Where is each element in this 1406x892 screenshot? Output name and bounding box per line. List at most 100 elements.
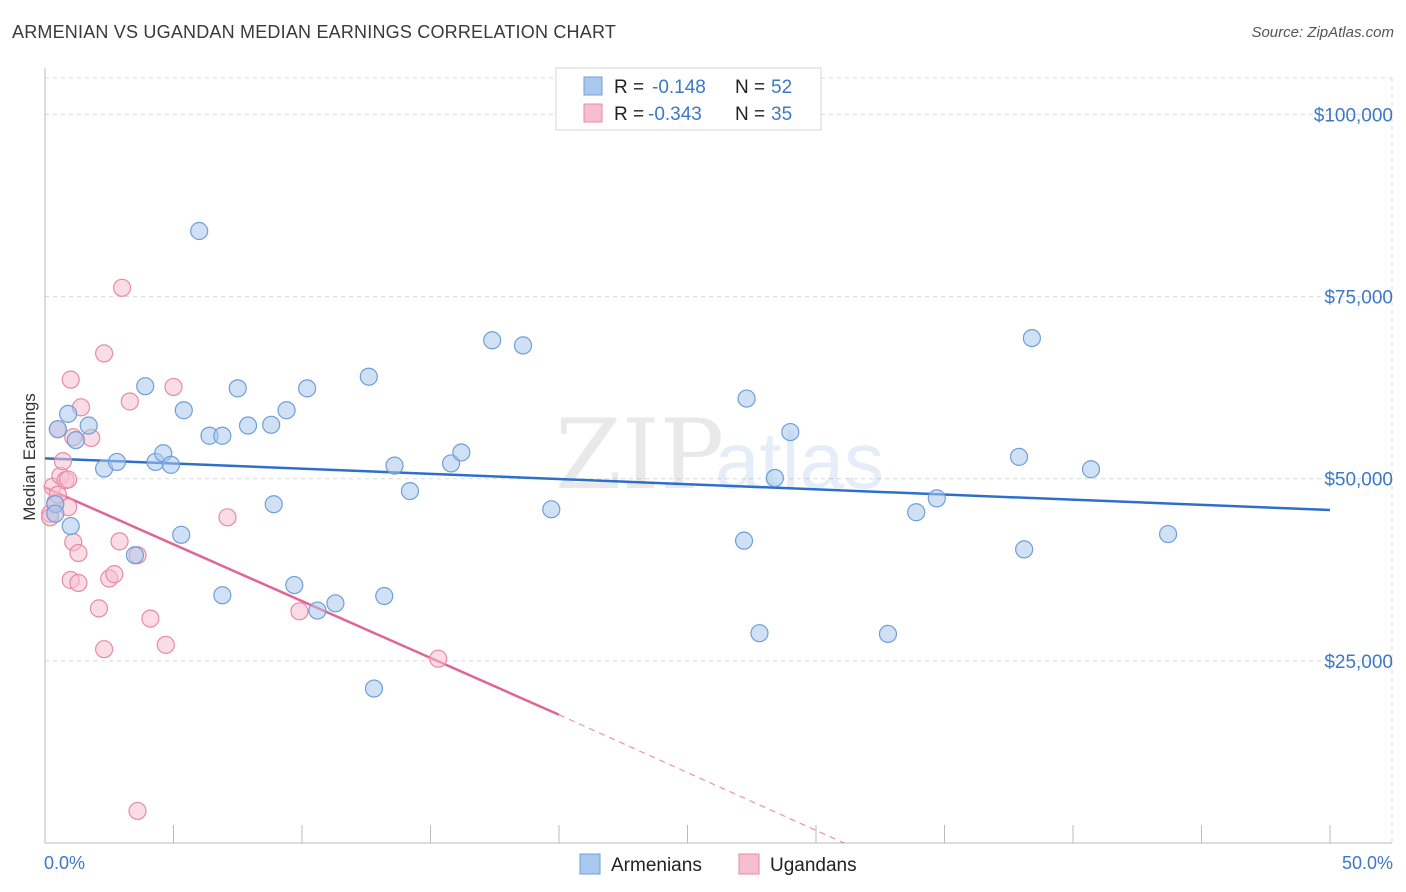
armenian-point-31	[375, 586, 394, 606]
ugandan-point-31	[164, 377, 183, 397]
ugandan-point-29	[141, 609, 160, 628]
armenian-point-26	[298, 379, 317, 398]
legend-armenian-r-label: R =	[614, 77, 644, 98]
bottom-legend: Armenians Ugandans	[579, 853, 857, 876]
armenian-point-35	[452, 443, 471, 462]
armenian-point-3	[59, 404, 78, 423]
ugandan-point-15	[69, 543, 88, 563]
armenian-point-51	[1158, 524, 1178, 544]
ugandan-point-30	[156, 635, 175, 654]
watermark: ZIP atlas	[555, 399, 884, 511]
armenian-point-33	[400, 482, 420, 501]
armenian-point-2	[48, 420, 67, 439]
armenian-point-32	[385, 456, 404, 475]
armenian-point-49	[1022, 329, 1041, 348]
armenian-point-14	[172, 525, 191, 544]
ugandan-point-10	[59, 470, 78, 489]
ugandan-point-26	[120, 392, 139, 411]
armenian-point-47	[1009, 447, 1029, 466]
armenian-point-37	[513, 336, 533, 355]
armenian-point-27	[308, 601, 327, 620]
armenian-point-4	[61, 516, 80, 536]
armenian-point-20	[228, 379, 247, 398]
source-label: Source: ZipAtlas.com	[1251, 24, 1394, 41]
ugandan-point-12	[61, 370, 80, 389]
legend-box: R = -0.148 N = 52 R = -0.343 N = 35	[555, 67, 822, 131]
armenian-point-25	[285, 575, 304, 595]
armenian-point-40	[737, 389, 756, 408]
legend-armenian-n-label: N =	[735, 77, 765, 98]
ugandan-point-16	[69, 573, 88, 593]
bottom-legend-armenian-swatch	[579, 853, 601, 875]
armenian-point-23	[264, 495, 283, 514]
armenian-point-18	[213, 426, 232, 445]
armenian-point-5	[66, 431, 85, 450]
ugandan-point-25	[112, 278, 132, 297]
bottom-legend-ugandan-label: Ugandans	[770, 855, 857, 876]
bottom-legend-ugandan-swatch	[738, 853, 760, 875]
x-tick-label-min: 0.0%	[44, 853, 85, 873]
ugandan-point-21	[95, 344, 114, 363]
armenian-point-42	[765, 468, 784, 488]
armenian-point-36	[483, 331, 502, 350]
legend-ugandan-n-value: 35	[771, 104, 792, 125]
y-tick-label-2: $75,000	[1324, 288, 1393, 309]
armenian-point-15	[174, 401, 193, 420]
axes	[44, 68, 1392, 844]
ugandan-points	[41, 278, 448, 821]
armenian-point-38	[542, 500, 561, 519]
armenian-point-21	[238, 416, 258, 435]
armenian-point-29	[359, 367, 378, 386]
legend-armenian-swatch	[583, 76, 603, 96]
y-axis-label: Median Earnings	[20, 393, 39, 521]
ugandan-point-28	[128, 801, 147, 821]
armenian-point-46	[927, 489, 946, 508]
chart-title: ARMENIAN VS UGANDAN MEDIAN EARNINGS CORR…	[12, 22, 617, 42]
ugandan-point-24	[110, 532, 129, 551]
armenian-point-43	[781, 422, 800, 442]
armenian-point-1	[46, 504, 65, 523]
legend-armenian-n-value: 52	[771, 77, 792, 98]
armenian-point-13	[161, 455, 181, 474]
armenian-point-30	[364, 679, 384, 698]
armenian-point-28	[326, 594, 345, 613]
armenian-trend-line	[44, 457, 1331, 512]
armenian-points	[46, 221, 1178, 698]
ugandan-point-19	[89, 599, 109, 618]
ugandan-trend-line	[44, 486, 560, 716]
armenian-point-39	[734, 531, 754, 550]
armenian-point-22	[262, 415, 281, 434]
legend-armenian-r-value: -0.148	[652, 77, 706, 98]
armenian-point-24	[277, 401, 296, 420]
bottom-legend-armenian-label: Armenians	[611, 855, 702, 876]
armenian-point-6	[79, 416, 98, 435]
ugandan-trend-extension	[558, 714, 845, 844]
ugandan-point-20	[95, 640, 114, 659]
armenian-point-45	[907, 503, 926, 522]
trend-lines	[44, 457, 1331, 844]
armenian-point-8	[107, 452, 127, 472]
armenian-point-44	[878, 624, 898, 644]
armenian-point-16	[190, 221, 209, 241]
armenian-point-50	[1081, 460, 1101, 479]
ugandan-point-7	[53, 452, 73, 471]
legend-ugandan-r-label: R =	[614, 104, 644, 125]
armenian-point-9	[125, 546, 145, 565]
y-tick-label-1: $50,000	[1324, 470, 1393, 491]
ugandan-point-34	[429, 649, 448, 668]
y-tick-label-3: $100,000	[1314, 105, 1393, 126]
ugandan-point-33	[290, 602, 309, 621]
legend-ugandan-swatch	[583, 103, 603, 123]
armenian-point-19	[213, 586, 232, 605]
armenian-point-48	[1015, 540, 1034, 559]
ugandan-point-23	[105, 565, 124, 584]
legend-ugandan-r-value: -0.343	[648, 104, 702, 125]
y-tick-labels: $25,000 $50,000 $75,000 $100,000	[1314, 105, 1393, 672]
legend-ugandan-n-label: N =	[735, 104, 765, 125]
ugandan-point-32	[218, 508, 237, 527]
armenian-point-41	[750, 624, 769, 643]
armenian-point-10	[136, 377, 155, 396]
y-tick-label-0: $25,000	[1324, 652, 1393, 673]
x-tick-labels: 0.0% 50.0%	[44, 853, 1393, 873]
